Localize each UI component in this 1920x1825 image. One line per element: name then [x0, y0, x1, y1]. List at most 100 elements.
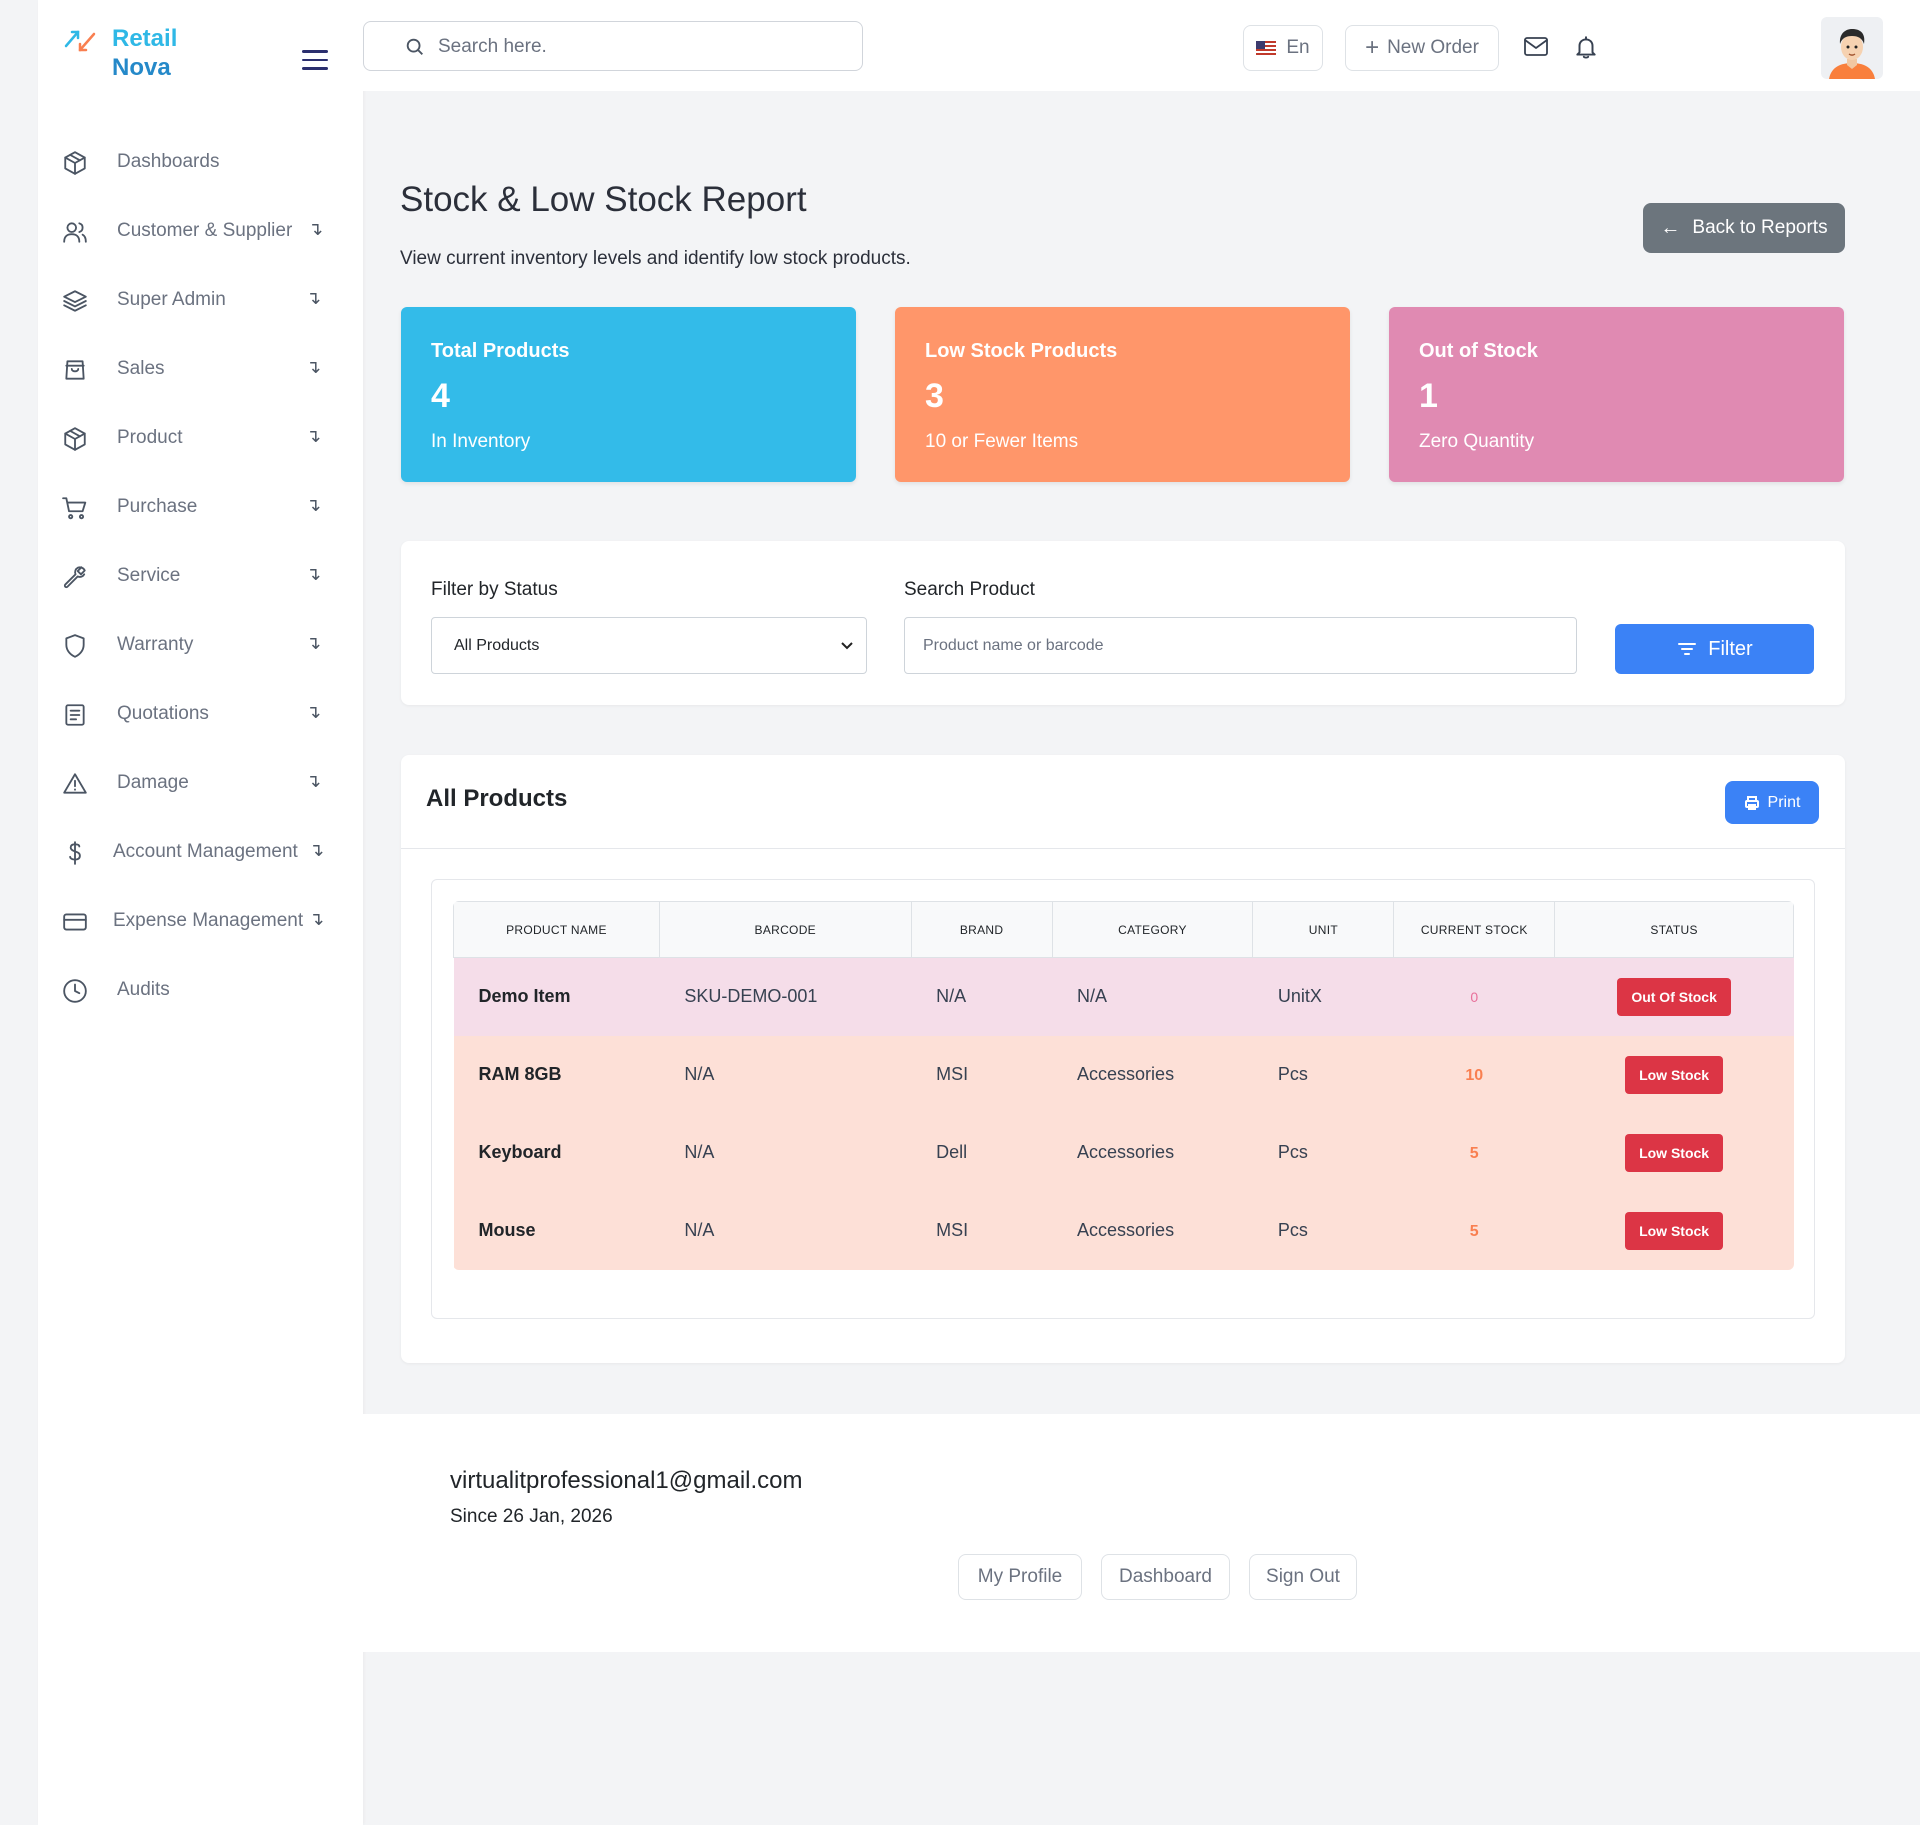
product-search-input[interactable] [905, 618, 1576, 673]
sidebar-item-quotations[interactable]: Quotations ↴ [38, 680, 363, 749]
stock-value: 0 [1470, 989, 1479, 1005]
cell-brand: N/A [911, 957, 1053, 1036]
cell-barcode: N/A [659, 1035, 912, 1114]
expand-arrow-icon: ↴ [306, 426, 322, 446]
stat-subtitle: Zero Quantity [1419, 431, 1535, 452]
products-table: Product Name Barcode Brand Category Unit… [453, 901, 1794, 1270]
search-icon [406, 38, 423, 55]
status-badge: Low Stock [1625, 1133, 1724, 1172]
clock-icon [62, 978, 88, 1004]
printer-icon [1744, 795, 1759, 810]
sidebar-item-super-admin[interactable]: Super Admin ↴ [38, 266, 363, 335]
mail-icon[interactable] [1523, 36, 1549, 58]
back-to-reports-button[interactable]: ← Back to Reports [1643, 203, 1845, 253]
cell-barcode: N/A [659, 1113, 912, 1192]
column-header-product-name[interactable]: Product Name [453, 901, 660, 958]
cell-product-name: RAM 8GB [453, 1035, 660, 1114]
stat-value: 3 [925, 377, 944, 415]
warning-icon [62, 771, 88, 797]
language-selector[interactable]: En [1243, 25, 1323, 71]
stat-card-low-stock: Low Stock Products 3 10 or Fewer Items [895, 307, 1350, 482]
column-header-brand[interactable]: Brand [910, 901, 1053, 958]
new-order-button[interactable]: + New Order [1345, 25, 1499, 71]
logo-arrows-icon [64, 30, 96, 52]
cell-current-stock: 10 [1393, 1035, 1555, 1114]
cell-unit: Pcs [1252, 1191, 1394, 1270]
stat-subtitle: 10 or Fewer Items [925, 431, 1079, 452]
sidebar-item-expense-management[interactable]: Expense Management ↴ [38, 887, 363, 956]
column-header-barcode[interactable]: Barcode [658, 901, 912, 958]
users-icon [62, 219, 88, 245]
document-icon [62, 702, 88, 728]
cell-product-name: Mouse [453, 1191, 660, 1270]
cell-category: Accessories [1052, 1113, 1253, 1192]
stat-title: Low Stock Products [925, 340, 1118, 362]
sidebar-item-dashboards[interactable]: Dashboards [38, 128, 363, 197]
column-header-status[interactable]: Status [1554, 901, 1794, 958]
layers-icon [62, 288, 88, 314]
column-header-current-stock[interactable]: Current Stock [1393, 901, 1556, 958]
cell-category: Accessories [1052, 1191, 1253, 1270]
table-row: RAM 8GB N/A MSI Accessories Pcs 10 Low S… [453, 1035, 1794, 1114]
status-filter-value: All Products [454, 636, 540, 654]
my-profile-button[interactable]: My Profile [958, 1554, 1082, 1600]
box-icon [62, 150, 88, 176]
expand-arrow-icon: ↴ [306, 771, 322, 791]
dashboard-button[interactable]: Dashboard [1101, 1554, 1230, 1600]
sidebar-item-warranty[interactable]: Warranty ↴ [38, 611, 363, 680]
table-row: Keyboard N/A Dell Accessories Pcs 5 Low … [453, 1113, 1794, 1192]
sidebar-item-product[interactable]: Product ↴ [38, 404, 363, 473]
sidebar-item-customer-supplier[interactable]: Customer & Supplier ↴ [38, 197, 363, 266]
sidebar-item-audits[interactable]: Audits [38, 956, 363, 1025]
expand-arrow-icon: ↴ [309, 840, 325, 860]
us-flag-icon [1256, 41, 1277, 55]
sidebar-item-account-management[interactable]: Account Management ↴ [38, 818, 363, 887]
brand-name: Retail Nova [112, 24, 177, 82]
sidebar-item-purchase[interactable]: Purchase ↴ [38, 473, 363, 542]
cell-unit: Pcs [1252, 1113, 1394, 1192]
search-input[interactable] [438, 32, 838, 62]
table-wrapper: Product Name Barcode Brand Category Unit… [431, 879, 1815, 1319]
table-row: Mouse N/A MSI Accessories Pcs 5 Low Stoc… [453, 1191, 1794, 1270]
brand-line-1: Retail [112, 25, 178, 52]
sidebar-item-sales[interactable]: Sales ↴ [38, 335, 363, 404]
print-button[interactable]: Print [1725, 781, 1819, 824]
filter-icon [1678, 643, 1697, 655]
global-search[interactable] [363, 21, 863, 71]
filter-button[interactable]: Filter [1615, 624, 1814, 674]
status-filter-select[interactable]: All Products [431, 617, 867, 674]
bag-icon [62, 357, 88, 383]
shield-icon [62, 633, 88, 659]
product-search-field[interactable] [904, 617, 1577, 674]
cell-status: Out Of Stock [1554, 957, 1794, 1036]
sidebar-item-label: Product [117, 427, 183, 448]
menu-toggle-icon[interactable] [302, 50, 328, 70]
bell-icon[interactable] [1573, 34, 1599, 60]
cell-product-name: Demo Item [453, 957, 660, 1036]
profile-footer: virtualitprofessional1@gmail.com Since 2… [363, 1414, 1920, 1652]
cell-brand: Dell [911, 1113, 1053, 1192]
table-row: Demo Item SKU-DEMO-001 N/A N/A UnitX 0 O… [453, 957, 1794, 1036]
brand-logo[interactable]: Retail Nova [62, 24, 177, 82]
sidebar: Retail Nova Dashboards Customer & Suppli… [38, 0, 363, 1825]
user-avatar[interactable] [1821, 17, 1883, 79]
cell-category: Accessories [1052, 1035, 1253, 1114]
stat-title: Total Products [431, 340, 570, 362]
sidebar-item-damage[interactable]: Damage ↴ [38, 749, 363, 818]
sign-out-button[interactable]: Sign Out [1249, 1554, 1357, 1600]
sidebar-item-service[interactable]: Service ↴ [38, 542, 363, 611]
sidebar-item-label: Account Management [113, 841, 298, 862]
cell-category: N/A [1052, 957, 1253, 1036]
chevron-down-icon [841, 642, 853, 650]
print-button-label: Print [1767, 793, 1801, 811]
divider [401, 848, 1845, 849]
expand-arrow-icon: ↴ [306, 495, 322, 515]
arrow-left-icon: ← [1660, 216, 1681, 239]
expand-arrow-icon: ↴ [308, 219, 324, 239]
cell-status: Low Stock [1554, 1035, 1794, 1114]
topbar: En + New Order [363, 0, 1920, 91]
column-header-category[interactable]: Category [1051, 901, 1254, 958]
page-subtitle: View current inventory levels and identi… [400, 248, 911, 269]
status-badge: Low Stock [1625, 1055, 1724, 1094]
column-header-unit[interactable]: Unit [1252, 901, 1395, 958]
